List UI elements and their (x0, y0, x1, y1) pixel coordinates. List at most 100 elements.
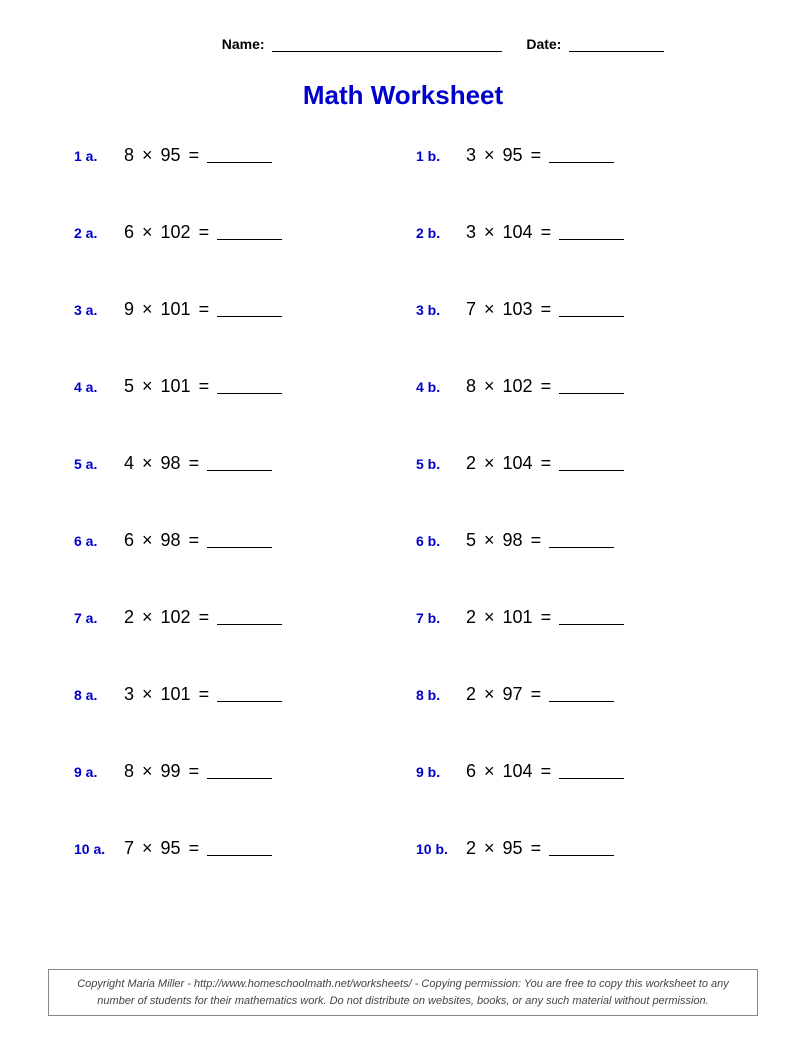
answer-blank[interactable] (559, 765, 624, 779)
problem: 7 a.2 × 102 = (74, 607, 416, 628)
problem-row: 8 a.3 × 101 = 8 b.2 × 97 = (74, 684, 758, 705)
problem: 6 b.5 × 98 = (416, 530, 758, 551)
problem-number: 9 b. (416, 764, 466, 780)
problem-row: 5 a.4 × 98 = 5 b.2 × 104 = (74, 453, 758, 474)
answer-blank[interactable] (559, 457, 624, 471)
problem-number: 5 a. (74, 456, 124, 472)
answer-blank[interactable] (217, 380, 282, 394)
operand-b: 98 (161, 530, 181, 551)
equals-sign: = (541, 376, 552, 397)
problem-expression: 6 × 102 = (124, 222, 282, 243)
problem: 1 b.3 × 95 = (416, 145, 758, 166)
operand-a: 9 (124, 299, 134, 320)
operator: × (484, 761, 495, 782)
problem-number: 9 a. (74, 764, 124, 780)
problem-number: 4 a. (74, 379, 124, 395)
name-label: Name: (222, 36, 265, 52)
problem: 3 a.9 × 101 = (74, 299, 416, 320)
answer-blank[interactable] (207, 765, 272, 779)
answer-blank[interactable] (217, 611, 282, 625)
answer-blank[interactable] (217, 226, 282, 240)
operand-b: 101 (503, 607, 533, 628)
answer-blank[interactable] (549, 149, 614, 163)
answer-blank[interactable] (549, 688, 614, 702)
equals-sign: = (189, 530, 200, 551)
operator: × (484, 299, 495, 320)
operand-a: 8 (124, 761, 134, 782)
answer-blank[interactable] (559, 303, 624, 317)
problem: 1 a.8 × 95 = (74, 145, 416, 166)
operator: × (142, 299, 153, 320)
worksheet-page: Name: Date: Math Worksheet 1 a.8 × 95 = … (0, 0, 806, 859)
operator: × (484, 145, 495, 166)
name-blank[interactable] (272, 51, 502, 52)
copyright-footer: Copyright Maria Miller - http://www.home… (48, 969, 758, 1016)
answer-blank[interactable] (207, 149, 272, 163)
operand-b: 99 (161, 761, 181, 782)
problem-number: 3 a. (74, 302, 124, 318)
answer-blank[interactable] (559, 226, 624, 240)
problem-expression: 9 × 101 = (124, 299, 282, 320)
answer-blank[interactable] (217, 688, 282, 702)
problem-expression: 8 × 99 = (124, 761, 272, 782)
operand-b: 101 (161, 684, 191, 705)
operand-a: 7 (466, 299, 476, 320)
operand-a: 5 (466, 530, 476, 551)
problem-number: 3 b. (416, 302, 466, 318)
problem-row: 3 a.9 × 101 = 3 b.7 × 103 = (74, 299, 758, 320)
problem: 7 b.2 × 101 = (416, 607, 758, 628)
answer-blank[interactable] (559, 611, 624, 625)
equals-sign: = (541, 222, 552, 243)
operand-a: 6 (124, 530, 134, 551)
operand-b: 102 (161, 607, 191, 628)
operator: × (484, 607, 495, 628)
problem-row: 7 a.2 × 102 = 7 b.2 × 101 = (74, 607, 758, 628)
problem-expression: 6 × 104 = (466, 761, 624, 782)
answer-blank[interactable] (207, 534, 272, 548)
date-blank[interactable] (569, 51, 664, 52)
operator: × (484, 530, 495, 551)
operand-a: 2 (466, 607, 476, 628)
operand-a: 6 (124, 222, 134, 243)
operand-b: 95 (503, 145, 523, 166)
answer-blank[interactable] (559, 380, 624, 394)
problem-number: 5 b. (416, 456, 466, 472)
problem: 3 b.7 × 103 = (416, 299, 758, 320)
operator: × (484, 222, 495, 243)
problem-expression: 2 × 102 = (124, 607, 282, 628)
problem-expression: 5 × 101 = (124, 376, 282, 397)
problem-expression: 2 × 95 = (466, 838, 614, 859)
problem-row: 6 a.6 × 98 = 6 b.5 × 98 = (74, 530, 758, 551)
operand-a: 5 (124, 376, 134, 397)
problem-row: 1 a.8 × 95 = 1 b.3 × 95 = (74, 145, 758, 166)
equals-sign: = (531, 838, 542, 859)
operator: × (484, 838, 495, 859)
answer-blank[interactable] (217, 303, 282, 317)
operand-a: 6 (466, 761, 476, 782)
operator: × (142, 838, 153, 859)
problem-number: 2 b. (416, 225, 466, 241)
problem-expression: 7 × 103 = (466, 299, 624, 320)
problem-expression: 2 × 101 = (466, 607, 624, 628)
answer-blank[interactable] (207, 842, 272, 856)
problem-expression: 7 × 95 = (124, 838, 272, 859)
operand-b: 98 (503, 530, 523, 551)
answer-blank[interactable] (549, 534, 614, 548)
operand-b: 97 (503, 684, 523, 705)
operand-a: 2 (466, 453, 476, 474)
problem-number: 2 a. (74, 225, 124, 241)
problem: 4 b.8 × 102 = (416, 376, 758, 397)
problem-row: 2 a.6 × 102 = 2 b.3 × 104 = (74, 222, 758, 243)
answer-blank[interactable] (549, 842, 614, 856)
operator: × (142, 376, 153, 397)
equals-sign: = (531, 530, 542, 551)
problem: 10 b.2 × 95 = (416, 838, 758, 859)
operator: × (484, 376, 495, 397)
problem-expression: 3 × 104 = (466, 222, 624, 243)
operand-a: 2 (466, 838, 476, 859)
operator: × (142, 684, 153, 705)
equals-sign: = (189, 145, 200, 166)
answer-blank[interactable] (207, 457, 272, 471)
problem: 2 a.6 × 102 = (74, 222, 416, 243)
problem-expression: 3 × 101 = (124, 684, 282, 705)
